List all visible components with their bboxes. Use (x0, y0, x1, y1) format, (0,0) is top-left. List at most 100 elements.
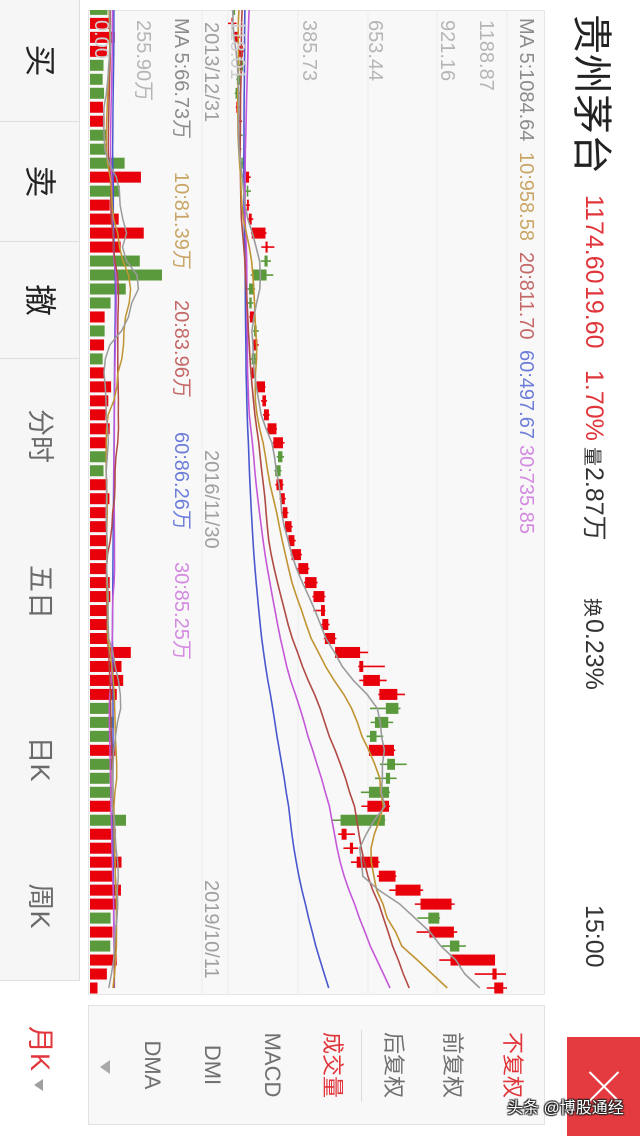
price-ma-legend-30: 30:735.85 (515, 445, 537, 534)
price-ma-line-20 (239, 10, 410, 989)
volume-bar (89, 73, 103, 85)
volume-bar (90, 269, 162, 281)
volume-ma-legend-5: MA 5:66.73万 (170, 18, 192, 140)
quote-time: 15:00 (580, 905, 608, 968)
volume-bar (89, 339, 105, 351)
volume-bar (89, 605, 107, 617)
volume-label: 量 (581, 447, 602, 467)
volume-bar (89, 59, 104, 71)
stock-name: 贵州茅台 (569, 14, 613, 174)
volume-bar (90, 325, 105, 337)
tab-weekly-k[interactable]: 周K (25, 883, 55, 929)
volume-bar (89, 129, 107, 141)
candle (417, 912, 441, 924)
candle (359, 674, 387, 686)
candle (245, 199, 250, 211)
price-ma-line-10 (236, 10, 448, 989)
price-axis-label: 118.01 (226, 20, 248, 80)
tab-sell[interactable]: 卖 (0, 122, 79, 242)
volume-bar (90, 311, 105, 323)
indicator-dmi[interactable]: DMI (200, 1044, 225, 1086)
panel-divider (361, 1030, 362, 1102)
volume-bar (89, 744, 116, 756)
price-axis-label: 921.16 (436, 20, 458, 82)
volume-bar (89, 633, 110, 644)
triangle-down-icon (100, 1060, 110, 1074)
volume-bar (89, 353, 103, 365)
volume-bar (89, 87, 105, 99)
candle (261, 395, 268, 407)
candle (297, 563, 310, 575)
kline-chart[interactable] (88, 10, 545, 995)
tab-daily-k[interactable]: 日K (25, 736, 55, 782)
volume-bar (89, 926, 113, 938)
close-button[interactable] (567, 1037, 640, 1136)
volume-bar (90, 10, 108, 15)
volume-bar (90, 842, 114, 854)
tab-monthly-k[interactable]: 月K (0, 981, 79, 1136)
price-ma-line-30 (244, 10, 391, 989)
volume-bar (89, 772, 110, 784)
volume-bar (90, 185, 120, 197)
volume-bar (89, 31, 115, 43)
volume-bar (89, 758, 113, 770)
candle (374, 772, 397, 784)
tab-buy[interactable]: 买 (0, 0, 79, 122)
volume-bar (90, 702, 112, 714)
tab-five-day[interactable]: 五日 (25, 565, 55, 619)
price-ma-legend-10: 10:958.58 (515, 152, 537, 241)
volume-bar (89, 968, 107, 980)
turnover-value: 0.23% (580, 619, 608, 690)
volume-ma-legend-30: 30:85.25万 (170, 562, 192, 660)
candle (334, 646, 369, 658)
volume-bar (90, 535, 108, 547)
volume-bar (89, 423, 110, 435)
volume-bar (90, 660, 122, 672)
volume-bar (89, 870, 114, 882)
candle (247, 297, 254, 309)
option-forward-adjust[interactable]: 前复权 (440, 1031, 465, 1098)
volume-bar (89, 521, 107, 533)
volume-bar (90, 563, 107, 575)
candle (377, 870, 397, 882)
volume-bar (89, 465, 104, 477)
candle (267, 423, 277, 435)
date-axis-label: 2019/10/11 (200, 880, 222, 979)
candle (439, 954, 496, 966)
tab-cancel-order[interactable]: 撤 (0, 242, 79, 359)
date-axis-label: 2013/12/31 (200, 22, 222, 123)
candle (441, 940, 466, 952)
indicator-volume[interactable]: 成交量 (320, 1031, 345, 1098)
price-ma-line-60 (242, 10, 330, 989)
volume-bar (89, 898, 119, 910)
volume-ma-line-10 (105, 10, 132, 989)
volume-bar (90, 171, 141, 183)
volume-bar (89, 674, 124, 686)
more-indicators-button[interactable] (92, 1050, 118, 1084)
tab-monthly-k-label: 月K (25, 1025, 55, 1071)
option-backward-adjust[interactable]: 后复权 (381, 1031, 406, 1098)
price-ma-legend-5: MA 5:1084.64 (515, 18, 537, 142)
candle (367, 744, 396, 756)
indicator-macd[interactable]: MACD (260, 1032, 285, 1098)
indicator-dma[interactable]: DMA (140, 1040, 165, 1090)
candle (338, 828, 355, 840)
candle (414, 898, 455, 910)
volume-bar (89, 241, 121, 253)
candle (369, 702, 401, 714)
volume-bar (90, 828, 116, 840)
tab-intraday[interactable]: 分时 (25, 409, 55, 463)
volume-bar (89, 577, 110, 589)
volume-bar (89, 493, 110, 505)
volume-bar (89, 395, 109, 407)
candle (331, 814, 386, 826)
candle (321, 619, 330, 631)
volume-bar (90, 940, 111, 952)
candle (366, 730, 384, 742)
turnover-label: 换 (581, 598, 602, 618)
candle (370, 716, 394, 728)
candle (272, 437, 285, 449)
candle (389, 884, 424, 896)
candle (284, 521, 293, 533)
